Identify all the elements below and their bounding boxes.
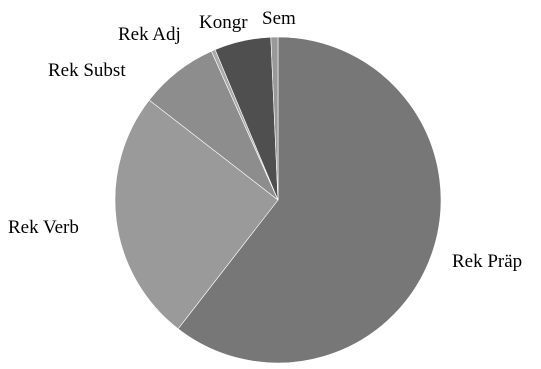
label-sem: Sem: [262, 8, 296, 29]
label-kongr: Kongr: [199, 12, 248, 33]
label-rek-verb: Rek Verb: [8, 217, 79, 238]
slice-rek-pr-p: [177, 36, 442, 364]
slice-sem: [270, 36, 279, 201]
label-rek-subst: Rek Subst: [48, 60, 126, 81]
label-rek-prap: Rek Präp: [452, 251, 522, 272]
label-rek-adj: Rek Adj: [118, 24, 181, 45]
pie-slices: [114, 36, 442, 364]
slice-rek-verb: [114, 99, 279, 330]
pie-labels: Rek Präp Rek Verb Rek Subst Rek Adj Kong…: [8, 8, 522, 272]
